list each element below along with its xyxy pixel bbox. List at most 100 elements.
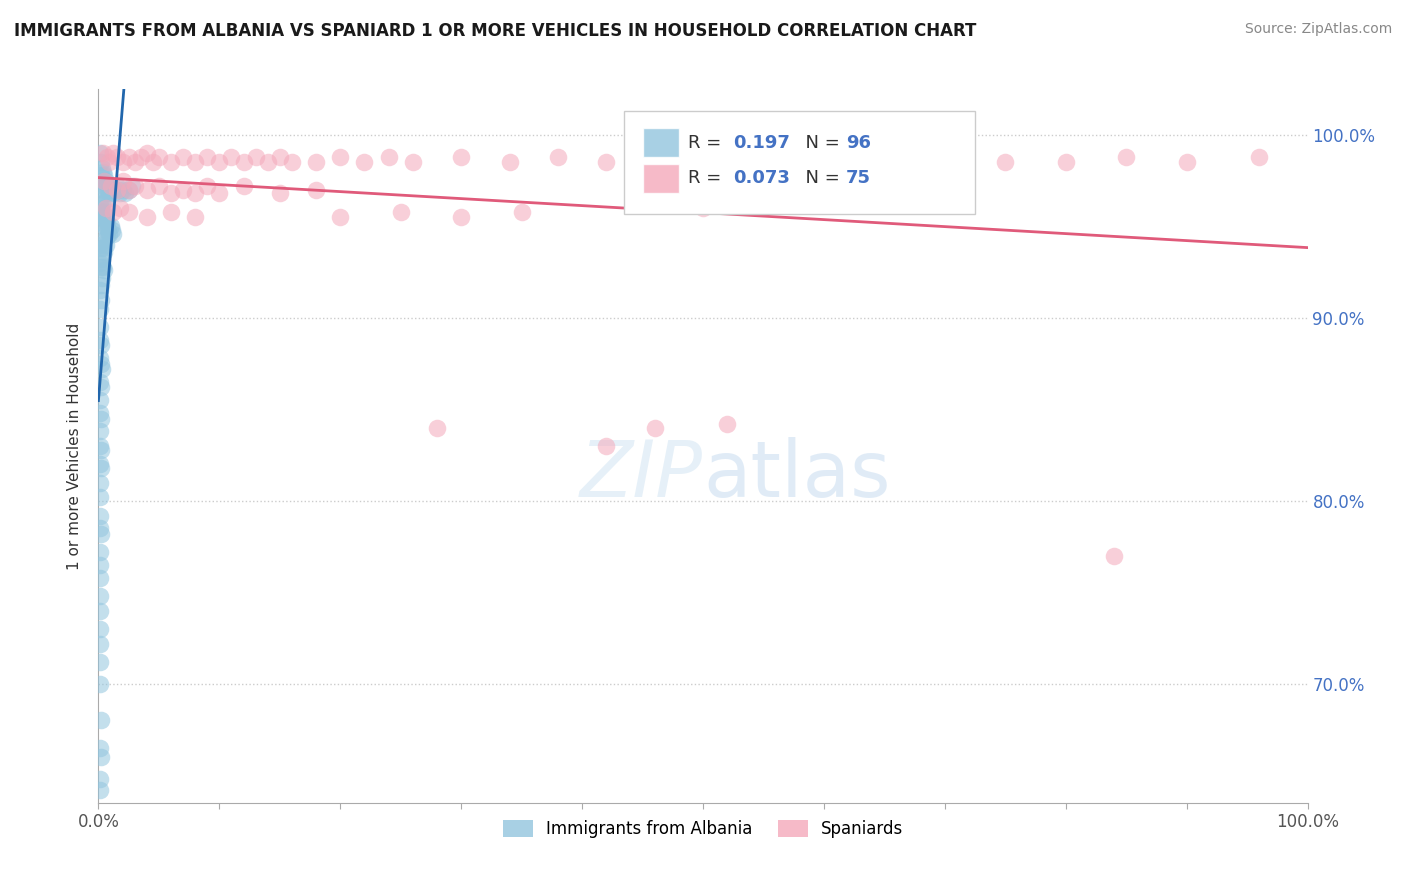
Point	[101, 227, 124, 241]
Point	[114, 186, 136, 201]
Point	[91, 260, 114, 274]
Point	[91, 241, 114, 255]
Point	[498, 155, 520, 169]
Point	[1175, 155, 1198, 169]
Point	[89, 351, 111, 366]
Point	[107, 183, 129, 197]
Point	[90, 714, 112, 728]
Point	[105, 179, 128, 194]
Point	[256, 155, 278, 169]
Point	[208, 186, 231, 201]
Point	[245, 150, 267, 164]
Point	[91, 164, 114, 178]
Point	[89, 558, 111, 572]
Point	[91, 197, 114, 211]
Legend: Immigrants from Albania, Spaniards: Immigrants from Albania, Spaniards	[496, 813, 910, 845]
Point	[96, 178, 118, 192]
Point	[716, 417, 738, 431]
Point	[160, 204, 183, 219]
FancyBboxPatch shape	[624, 111, 976, 214]
Point	[89, 604, 111, 618]
Point	[90, 357, 112, 371]
Point	[90, 293, 112, 307]
Point	[97, 223, 120, 237]
Point	[101, 146, 124, 161]
Point	[89, 333, 111, 347]
Text: R =: R =	[689, 169, 727, 187]
Point	[90, 168, 112, 182]
Point	[89, 655, 111, 669]
Text: N =: N =	[793, 134, 845, 152]
Point	[142, 155, 165, 169]
Point	[98, 186, 121, 201]
Point	[426, 420, 449, 434]
Point	[813, 155, 835, 169]
Point	[91, 179, 114, 194]
Point	[1249, 150, 1271, 164]
Point	[402, 155, 425, 169]
Point	[91, 146, 114, 161]
Point	[118, 183, 141, 197]
Point	[89, 284, 111, 298]
Point	[510, 204, 533, 219]
Point	[148, 150, 170, 164]
Point	[135, 183, 157, 197]
Point	[100, 183, 122, 197]
Point	[934, 155, 956, 169]
Point	[89, 458, 111, 472]
Point	[89, 425, 111, 439]
Point	[94, 174, 117, 188]
Point	[89, 772, 111, 786]
Point	[94, 214, 117, 228]
Point	[91, 161, 114, 175]
Point	[1054, 155, 1077, 169]
Point	[90, 411, 112, 425]
Point	[91, 270, 114, 285]
Text: 0.073: 0.073	[734, 169, 790, 187]
Text: R =: R =	[689, 134, 727, 152]
Point	[89, 406, 111, 420]
Point	[1115, 150, 1137, 164]
Point	[644, 150, 666, 164]
Point	[91, 216, 114, 230]
Point	[96, 216, 118, 230]
Point	[184, 155, 207, 169]
Point	[89, 622, 111, 636]
Point	[135, 211, 157, 225]
Point	[89, 195, 111, 210]
Point	[100, 223, 122, 237]
Point	[93, 183, 115, 197]
Point	[94, 201, 117, 215]
Point	[100, 179, 122, 194]
Point	[118, 204, 141, 219]
Point	[692, 155, 714, 169]
Point	[208, 155, 231, 169]
Point	[91, 204, 114, 219]
Point	[595, 155, 617, 169]
Point	[232, 179, 254, 194]
Point	[89, 545, 111, 559]
Point	[90, 260, 112, 274]
Point	[160, 186, 183, 201]
Point	[121, 179, 143, 194]
Point	[89, 571, 111, 585]
Point	[89, 475, 111, 490]
Text: N =: N =	[793, 169, 845, 187]
Text: 0.197: 0.197	[734, 134, 790, 152]
Point	[93, 263, 115, 277]
Point	[94, 237, 117, 252]
Point	[644, 420, 666, 434]
Point	[91, 234, 114, 248]
Point	[89, 237, 111, 252]
Point	[184, 186, 207, 201]
Point	[547, 150, 569, 164]
Text: 75: 75	[845, 169, 870, 187]
Point	[98, 227, 121, 241]
Point	[90, 155, 112, 169]
FancyBboxPatch shape	[643, 164, 679, 193]
Text: 96: 96	[845, 134, 870, 152]
Point	[1102, 549, 1125, 563]
Point	[124, 179, 146, 194]
Point	[111, 155, 134, 169]
Point	[89, 740, 111, 755]
